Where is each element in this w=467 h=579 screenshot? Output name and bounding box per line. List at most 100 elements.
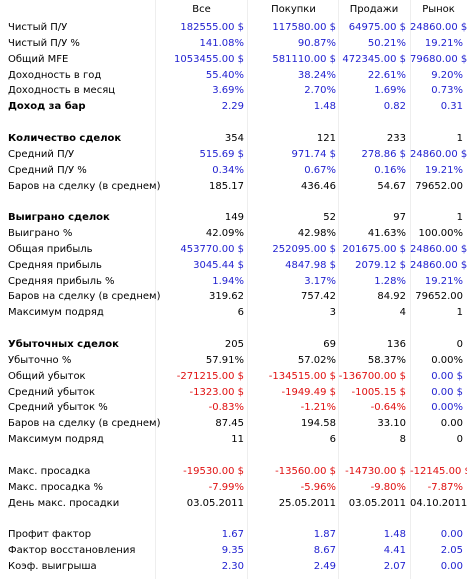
cell-value: 971.74 $ <box>291 148 336 160</box>
cell-value: 0.82 <box>383 101 406 113</box>
column-header: Продажи <box>349 4 399 15</box>
column-header: Рынок <box>422 4 455 15</box>
row-label: Выиграно % <box>8 228 73 240</box>
cell-value: -7.87% <box>427 481 463 493</box>
cell-value: -1.21% <box>300 402 336 414</box>
column-divider <box>410 0 411 579</box>
cell-value: 4.41 <box>383 545 406 557</box>
cell-value: 4 <box>399 307 406 319</box>
cell-value: -1323.00 $ <box>189 386 244 398</box>
cell-value: 03.05.2011 <box>186 497 244 509</box>
cell-value: 1.28% <box>374 275 406 287</box>
cell-value: 194.58 <box>301 418 336 430</box>
cell-value: 141.08% <box>199 37 245 49</box>
column-divider <box>155 0 156 579</box>
cell-value: 0.00 <box>440 529 463 541</box>
cell-value: 117580.00 $ <box>272 22 336 33</box>
cell-value: 3 <box>329 307 336 319</box>
row-label: Профит фактор <box>8 529 92 541</box>
cell-value: 9.35 <box>221 545 244 557</box>
cell-value: 8.67 <box>313 545 336 557</box>
cell-value: 1.48 <box>313 101 336 113</box>
row-label: Выиграно сделок <box>8 212 110 224</box>
cell-value: 3.69% <box>212 85 244 97</box>
cell-value: 2079.12 $ <box>355 259 406 271</box>
cell-value: 11 <box>231 434 244 446</box>
cell-value: 1 <box>456 212 463 224</box>
cell-value: 319.62 <box>209 291 244 303</box>
row-label: Баров на сделку (в среднем) <box>8 418 161 430</box>
cell-value: 52 <box>323 212 336 224</box>
cell-value: 79652.00 <box>415 291 463 303</box>
cell-value: 19.21% <box>424 37 463 49</box>
cell-value: 64975.00 $ <box>348 22 406 33</box>
cell-value: 87.45 <box>215 418 244 430</box>
cell-value: 79652.00 <box>415 180 463 192</box>
cell-value: 0 <box>456 434 463 446</box>
row-label: Максимум подряд <box>8 434 104 446</box>
row-label: Средний П/У <box>8 148 75 160</box>
cell-value: 182555.00 $ <box>180 22 244 33</box>
cell-value: -134515.00 $ <box>268 370 336 382</box>
cell-value: 0.00% <box>431 402 463 414</box>
cell-value: -271215.00 $ <box>176 370 244 382</box>
cell-value: 1 <box>456 307 463 319</box>
cell-value: 436.46 <box>301 180 336 192</box>
cell-value: 0.00 $ <box>431 386 463 398</box>
cell-value: 136 <box>386 339 406 350</box>
cell-value: 2.29 <box>221 101 244 113</box>
cell-value: 2.30 <box>221 560 244 572</box>
cell-value: 1.87 <box>313 529 336 541</box>
column-divider <box>247 0 248 579</box>
row-label: Убыточно % <box>8 354 72 366</box>
cell-value: 0.16% <box>374 164 406 176</box>
row-label: Доход за бар <box>8 101 86 113</box>
cell-value: 57.91% <box>205 354 244 366</box>
cell-value: -14730.00 $ <box>345 465 406 477</box>
cell-value: -12145.00 $ <box>410 465 467 477</box>
cell-value: 24860.00 $ <box>410 243 467 255</box>
row-label: День макс. просадки <box>8 497 120 509</box>
cell-value: 3045.44 $ <box>193 259 244 271</box>
cell-value: 0.31 <box>440 101 463 113</box>
row-label: Чистый П/У <box>8 22 68 33</box>
cell-value: 1.67 <box>221 529 244 541</box>
row-label: Коэф. выигрыша <box>8 560 97 572</box>
cell-value: 54.67 <box>377 180 406 192</box>
cell-value: 0.73% <box>431 85 463 97</box>
cell-value: 38.24% <box>297 69 336 81</box>
cell-value: 42.98% <box>297 228 336 240</box>
cell-value: 41.63% <box>367 228 406 240</box>
row-label: Макс. просадка % <box>8 481 104 493</box>
cell-value: 19.21% <box>424 164 463 176</box>
cell-value: 100.00% <box>418 228 464 240</box>
cell-value: 0.00 <box>440 560 463 572</box>
cell-value: -9.80% <box>370 481 406 493</box>
cell-value: 0.67% <box>304 164 336 176</box>
cell-value: 97 <box>393 212 406 224</box>
cell-value: -13560.00 $ <box>275 465 336 477</box>
cell-value: 2.70% <box>304 85 336 97</box>
cell-value: -136700.00 $ <box>338 370 406 382</box>
cell-value: 149 <box>224 212 244 224</box>
row-label: Убыточных сделок <box>8 339 119 350</box>
row-label: Общий убыток <box>8 370 86 382</box>
cell-value: 84.92 <box>377 291 406 303</box>
cell-value: 1053455.00 $ <box>174 53 244 65</box>
row-label: Средняя прибыль % <box>8 275 115 287</box>
row-label: Средний убыток <box>8 386 96 398</box>
cell-value: 42.09% <box>205 228 244 240</box>
cell-value: 0.00 <box>440 418 463 430</box>
row-label: Доходность в год <box>8 69 102 81</box>
cell-value: 19.21% <box>424 275 463 287</box>
cell-value: 453770.00 $ <box>180 243 244 255</box>
row-label: Средний убыток % <box>8 402 108 414</box>
cell-value: 201675.00 $ <box>342 243 406 255</box>
cell-value: 2.07 <box>383 560 406 572</box>
cell-value: 24860.00 $ <box>410 148 467 160</box>
cell-value: 278.86 $ <box>361 148 406 160</box>
cell-value: -19530.00 $ <box>183 465 244 477</box>
cell-value: 252095.00 $ <box>272 243 336 255</box>
row-label: Баров на сделку (в среднем) <box>8 180 161 192</box>
cell-value: 0.00 $ <box>431 370 463 382</box>
